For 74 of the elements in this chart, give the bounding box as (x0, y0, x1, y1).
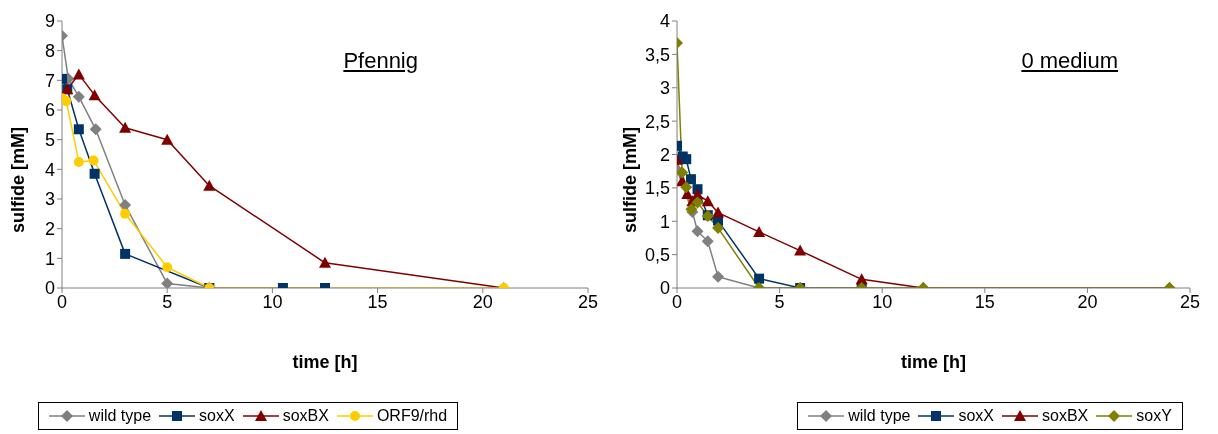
point (754, 273, 765, 284)
point (712, 270, 725, 283)
x-tick-label: 20 (472, 291, 493, 312)
y-tick-label: 7 (44, 70, 55, 91)
point (73, 156, 84, 167)
x-tick-label: 25 (577, 291, 599, 312)
point (62, 96, 72, 107)
point (161, 133, 174, 145)
legend-label: soxY (1136, 407, 1172, 425)
point (794, 244, 807, 256)
y-tick-label: 1 (44, 248, 55, 269)
y-axis-title: sulfide [mM] (7, 126, 29, 235)
x-tick-label: 10 (872, 291, 893, 312)
point (72, 90, 85, 103)
y-tick-label: 4 (44, 159, 55, 180)
x-tick-label: 20 (1077, 291, 1098, 312)
point (89, 168, 100, 179)
y-tick-label: 2,5 (644, 111, 670, 132)
point (162, 262, 173, 273)
y-tick-label: 0 (44, 278, 55, 299)
point (691, 225, 704, 238)
y-tick-label: 3 (659, 78, 670, 99)
point (712, 221, 725, 234)
x-tick-label: 25 (1179, 291, 1201, 312)
legend-label: soxBX (1042, 407, 1089, 425)
y-tick-label: 0,5 (644, 245, 670, 266)
y-tick-label: 8 (44, 41, 55, 62)
point (120, 208, 131, 219)
x-tick-label: 15 (974, 291, 995, 312)
y-tick-label: 5 (44, 130, 55, 151)
y-tick-label: 1 (659, 211, 670, 232)
legend-label: wild type (88, 407, 152, 425)
y-tick-label: 0 (659, 278, 670, 299)
point (161, 277, 174, 288)
point (677, 166, 689, 179)
point (691, 196, 704, 209)
point (120, 248, 131, 259)
legend-label: soxBX (282, 407, 329, 425)
y-tick-label: 4 (659, 11, 670, 32)
legend-label: soxX (199, 407, 235, 425)
point (88, 89, 101, 101)
x-tick-label: 10 (262, 291, 283, 312)
point (73, 124, 84, 135)
text: 0 medium (1021, 48, 1118, 74)
y-tick-label: 1,5 (644, 178, 670, 199)
x-tick-label: 15 (367, 291, 388, 312)
point (72, 68, 85, 80)
legend-label: wild type (848, 407, 911, 425)
y-tick-label: 2 (44, 219, 55, 240)
point (88, 155, 99, 166)
point (89, 123, 102, 136)
x-axis-title: time [h] (291, 351, 359, 374)
x-tick-label: 5 (162, 291, 173, 312)
point (701, 235, 714, 248)
text: Pfennig (343, 48, 418, 74)
x-axis-title: time [h] (900, 351, 967, 374)
point (203, 179, 216, 191)
point (701, 195, 714, 207)
y-tick-label: 3 (44, 189, 55, 210)
x-tick-label: 5 (774, 291, 785, 312)
y-tick-label: 9 (44, 11, 55, 32)
point (753, 225, 766, 237)
point (119, 121, 132, 133)
legend-label: soxX (958, 407, 994, 425)
y-tick-label: 2 (659, 144, 670, 165)
point (712, 206, 725, 218)
point (680, 181, 693, 194)
point (319, 256, 331, 268)
point (681, 154, 692, 165)
legend-label: ORF9/rhd (376, 407, 448, 425)
point (685, 174, 696, 185)
y-tick-label: 3,5 (644, 44, 670, 65)
y-tick-label: 6 (44, 100, 55, 121)
y-axis-title: sulfide [mM] (619, 126, 641, 235)
